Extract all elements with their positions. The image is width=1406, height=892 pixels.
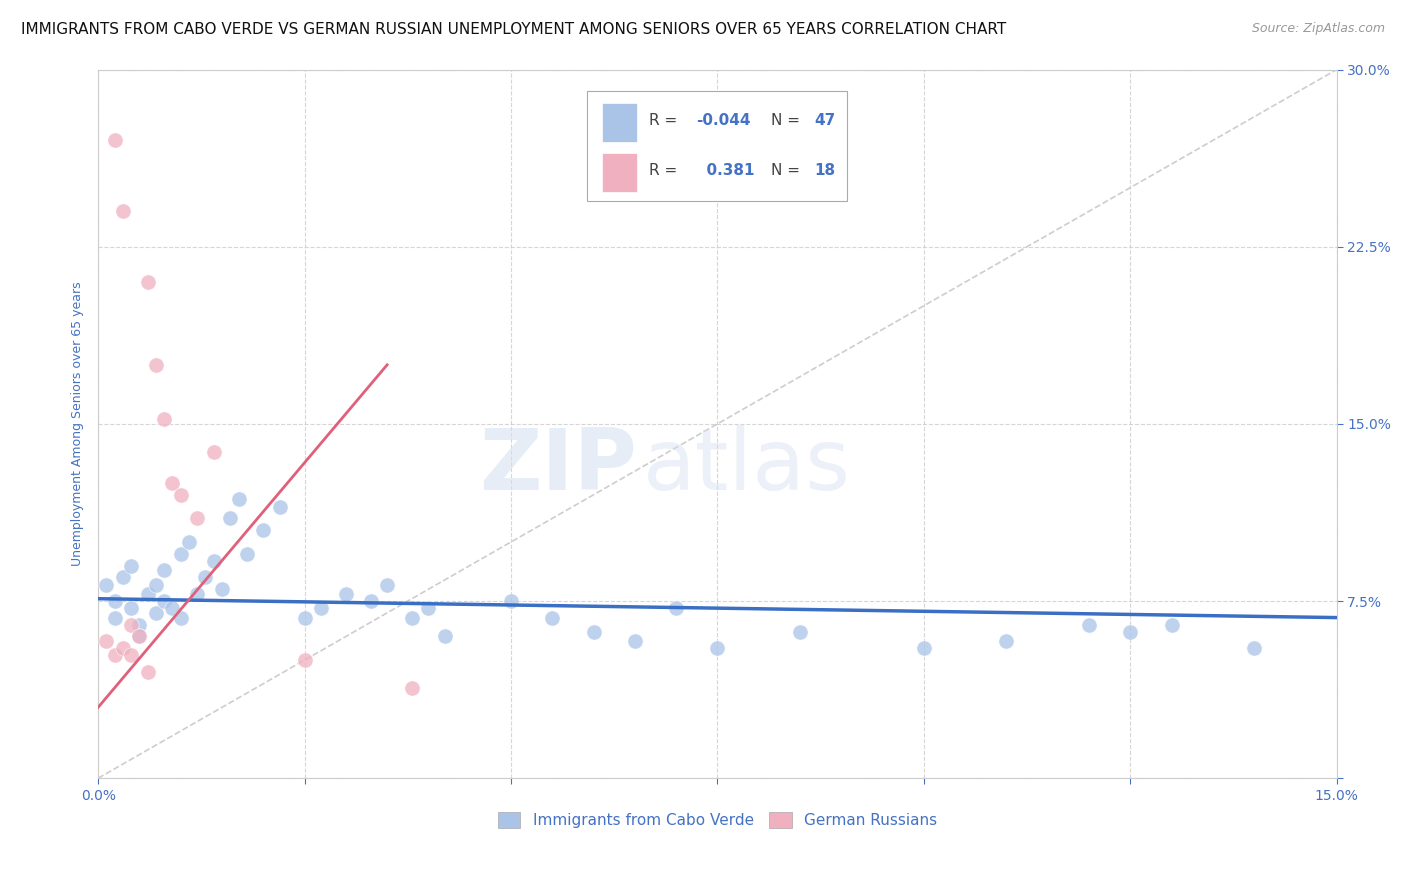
Point xyxy=(96,577,118,591)
Point xyxy=(104,133,127,147)
Point xyxy=(541,610,564,624)
Text: 0.381: 0.381 xyxy=(696,163,755,178)
Text: -0.044: -0.044 xyxy=(696,112,751,128)
Point xyxy=(912,641,935,656)
Point xyxy=(104,594,127,608)
Point xyxy=(128,630,150,644)
Point xyxy=(202,445,225,459)
Text: Source: ZipAtlas.com: Source: ZipAtlas.com xyxy=(1251,22,1385,36)
FancyBboxPatch shape xyxy=(588,91,848,201)
Point xyxy=(111,570,134,584)
Point xyxy=(120,601,142,615)
Point xyxy=(1160,617,1182,632)
Point xyxy=(145,606,167,620)
Point xyxy=(418,601,440,615)
Point xyxy=(228,492,250,507)
Point xyxy=(499,594,522,608)
Text: atlas: atlas xyxy=(643,425,851,508)
Text: R =: R = xyxy=(650,112,682,128)
Point xyxy=(145,577,167,591)
Text: R =: R = xyxy=(650,163,682,178)
Point xyxy=(401,681,423,696)
Point xyxy=(136,275,159,289)
Text: ZIP: ZIP xyxy=(479,425,637,508)
Point xyxy=(111,204,134,219)
Point xyxy=(186,511,208,525)
Point xyxy=(236,547,259,561)
Point xyxy=(170,488,193,502)
Point xyxy=(128,630,150,644)
Point xyxy=(789,624,811,639)
Point xyxy=(665,601,688,615)
FancyBboxPatch shape xyxy=(602,153,637,192)
Point xyxy=(375,577,398,591)
Point xyxy=(170,547,193,561)
Point xyxy=(219,511,242,525)
Point xyxy=(120,558,142,573)
Point xyxy=(104,648,127,663)
Text: 18: 18 xyxy=(814,163,835,178)
Point xyxy=(186,587,208,601)
Point xyxy=(202,554,225,568)
Text: IMMIGRANTS FROM CABO VERDE VS GERMAN RUSSIAN UNEMPLOYMENT AMONG SENIORS OVER 65 : IMMIGRANTS FROM CABO VERDE VS GERMAN RUS… xyxy=(21,22,1007,37)
Point xyxy=(294,653,316,667)
Point xyxy=(706,641,728,656)
Point xyxy=(211,582,233,597)
Point xyxy=(269,500,291,514)
Point xyxy=(401,610,423,624)
Y-axis label: Unemployment Among Seniors over 65 years: Unemployment Among Seniors over 65 years xyxy=(72,282,84,566)
Point xyxy=(162,601,184,615)
Point xyxy=(194,570,217,584)
Point xyxy=(96,634,118,648)
Point xyxy=(145,358,167,372)
Point xyxy=(360,594,382,608)
Point xyxy=(252,523,274,537)
Point xyxy=(128,617,150,632)
Point xyxy=(433,630,456,644)
Legend: Immigrants from Cabo Verde, German Russians: Immigrants from Cabo Verde, German Russi… xyxy=(492,806,943,834)
Point xyxy=(624,634,647,648)
Point xyxy=(1119,624,1142,639)
Point xyxy=(136,587,159,601)
Point xyxy=(582,624,605,639)
Point xyxy=(104,610,127,624)
Text: N =: N = xyxy=(770,112,804,128)
Point xyxy=(995,634,1018,648)
Point xyxy=(120,648,142,663)
Point xyxy=(120,617,142,632)
FancyBboxPatch shape xyxy=(602,103,637,142)
Point xyxy=(153,563,176,577)
Point xyxy=(1078,617,1101,632)
Point xyxy=(153,594,176,608)
Point xyxy=(1243,641,1265,656)
Point xyxy=(177,535,200,549)
Point xyxy=(153,412,176,426)
Text: N =: N = xyxy=(770,163,804,178)
Point xyxy=(136,665,159,679)
Point xyxy=(294,610,316,624)
Point xyxy=(111,641,134,656)
Point xyxy=(335,587,357,601)
Text: 47: 47 xyxy=(814,112,835,128)
Point xyxy=(309,601,332,615)
Point xyxy=(170,610,193,624)
Point xyxy=(162,475,184,490)
